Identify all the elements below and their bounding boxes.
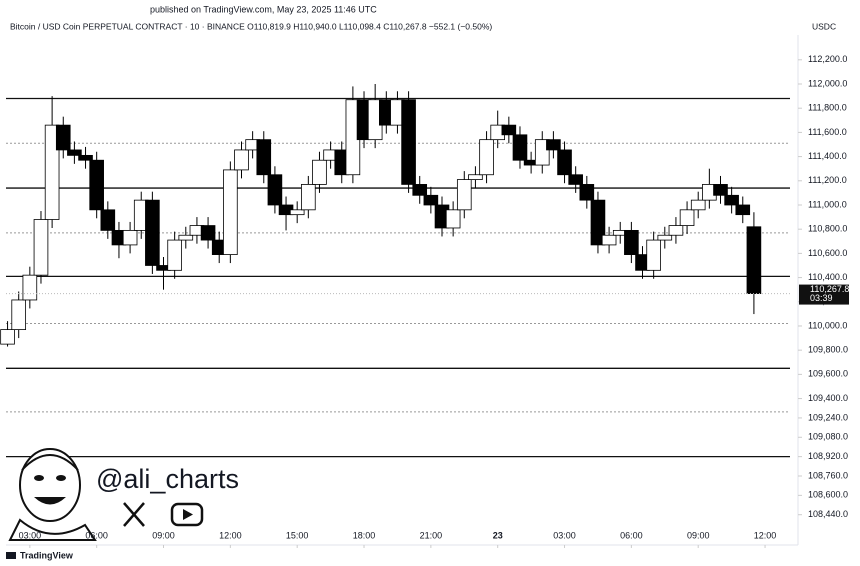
x-tick-label: 09:00 bbox=[687, 530, 710, 540]
x-tick-label: 23 bbox=[493, 530, 503, 540]
y-tick-label: 111,600.0 bbox=[808, 127, 847, 137]
candle-body bbox=[22, 274, 38, 301]
candle-body bbox=[746, 226, 762, 294]
candle-body bbox=[67, 149, 82, 156]
candle-body bbox=[234, 149, 249, 171]
tv-logo bbox=[6, 552, 16, 559]
candle-body bbox=[301, 184, 316, 211]
candle-body bbox=[690, 199, 706, 211]
candle-body bbox=[501, 124, 517, 136]
x-tick-label: 18:00 bbox=[353, 530, 376, 540]
currency: USDC bbox=[812, 21, 836, 31]
candle-body bbox=[479, 139, 494, 176]
candle-body bbox=[579, 184, 595, 201]
y-tick-label: 110,000.0 bbox=[808, 320, 847, 330]
candle-body bbox=[512, 134, 528, 161]
candle-body bbox=[256, 139, 272, 176]
candle-body bbox=[223, 169, 238, 255]
watermark-handle: @ali_charts bbox=[96, 464, 239, 494]
candle-body bbox=[657, 234, 673, 241]
avatar bbox=[8, 448, 97, 541]
y-tick-label: 110,800.0 bbox=[808, 224, 847, 234]
candle-body bbox=[735, 204, 751, 216]
y-tick-label: 110,600.0 bbox=[808, 248, 847, 258]
x-tick-label: 12:00 bbox=[219, 530, 242, 540]
y-tick-label: 108,760.0 bbox=[808, 470, 848, 480]
x-tick-label: 06:00 bbox=[620, 530, 643, 540]
candle-body bbox=[55, 124, 71, 151]
y-tick-label: 109,800.0 bbox=[808, 345, 848, 355]
candle-body bbox=[78, 154, 93, 161]
candle-body bbox=[401, 99, 416, 185]
published-note: published on TradingView.com, May 23, 20… bbox=[150, 4, 377, 14]
candle-body bbox=[713, 184, 728, 196]
x-tick-label: 06:00 bbox=[85, 530, 108, 540]
youtube-icon bbox=[170, 502, 204, 527]
candle-body bbox=[601, 234, 617, 246]
x-icon bbox=[123, 502, 145, 527]
candle-body bbox=[200, 225, 216, 241]
candle-body bbox=[312, 159, 327, 185]
y-tick-label: 111,200.0 bbox=[808, 175, 847, 185]
y-tick-label: 108,600.0 bbox=[808, 490, 848, 500]
y-tick-label: 108,440.0 bbox=[808, 509, 848, 519]
x-tick-label: 03:00 bbox=[553, 530, 576, 540]
candle-body bbox=[568, 174, 583, 185]
last-price-label: 110,267.8 bbox=[810, 284, 849, 294]
candle-body bbox=[11, 299, 27, 331]
plot bbox=[0, 83, 790, 458]
candle-body bbox=[534, 139, 550, 166]
candle-body bbox=[412, 184, 428, 196]
y-tick-label: 111,800.0 bbox=[808, 103, 847, 113]
candle-body bbox=[590, 199, 606, 246]
candle-body bbox=[178, 234, 194, 241]
symbol-line: Bitcoin / USD Coin PERPETUAL CONTRACT · … bbox=[10, 21, 492, 31]
y-tick-label: 110,400.0 bbox=[808, 272, 847, 282]
candle-body bbox=[0, 329, 15, 345]
y-tick-label: 109,400.0 bbox=[808, 393, 848, 403]
y-tick-label: 109,600.0 bbox=[808, 369, 848, 379]
y-tick-label: 112,200.0 bbox=[808, 54, 847, 64]
x-tick-label: 09:00 bbox=[152, 530, 175, 540]
candle-body bbox=[624, 229, 639, 255]
y-tick-label: 111,400.0 bbox=[808, 151, 847, 161]
candle-body bbox=[423, 194, 439, 206]
x-tick-label: 12:00 bbox=[754, 530, 777, 540]
candle-body bbox=[546, 139, 561, 151]
candle-body bbox=[33, 219, 49, 276]
countdown: 03:39 bbox=[810, 293, 833, 303]
x-tick-label: 15:00 bbox=[286, 530, 309, 540]
y-tick-label: 112,000.0 bbox=[808, 78, 847, 88]
candle-body bbox=[646, 239, 661, 271]
candle-body bbox=[44, 124, 60, 220]
candle-body bbox=[167, 239, 182, 271]
x-tick-label: 21:00 bbox=[420, 530, 443, 540]
last-price-box bbox=[799, 284, 849, 305]
candle-body bbox=[557, 149, 572, 176]
candle-body bbox=[100, 209, 116, 231]
candle-body bbox=[89, 159, 104, 211]
candle-body bbox=[267, 174, 283, 206]
candle-body bbox=[668, 225, 684, 236]
candle-body bbox=[679, 209, 695, 226]
footer-brand: TradingView bbox=[20, 550, 74, 560]
y-tick-label: 109,240.0 bbox=[808, 412, 848, 422]
candle-body bbox=[289, 209, 305, 216]
candle-body bbox=[456, 179, 472, 211]
candle-body bbox=[145, 199, 160, 266]
candle-body bbox=[468, 174, 483, 180]
candle-body bbox=[445, 209, 461, 229]
candle-body bbox=[122, 229, 138, 246]
y-tick-label: 109,080.0 bbox=[808, 432, 848, 442]
y-tick-label: 108,920.0 bbox=[808, 451, 848, 461]
x-tick-label: 03:00 bbox=[19, 530, 42, 540]
candle-body bbox=[724, 194, 739, 206]
y-tick-label: 111,000.0 bbox=[808, 199, 847, 209]
